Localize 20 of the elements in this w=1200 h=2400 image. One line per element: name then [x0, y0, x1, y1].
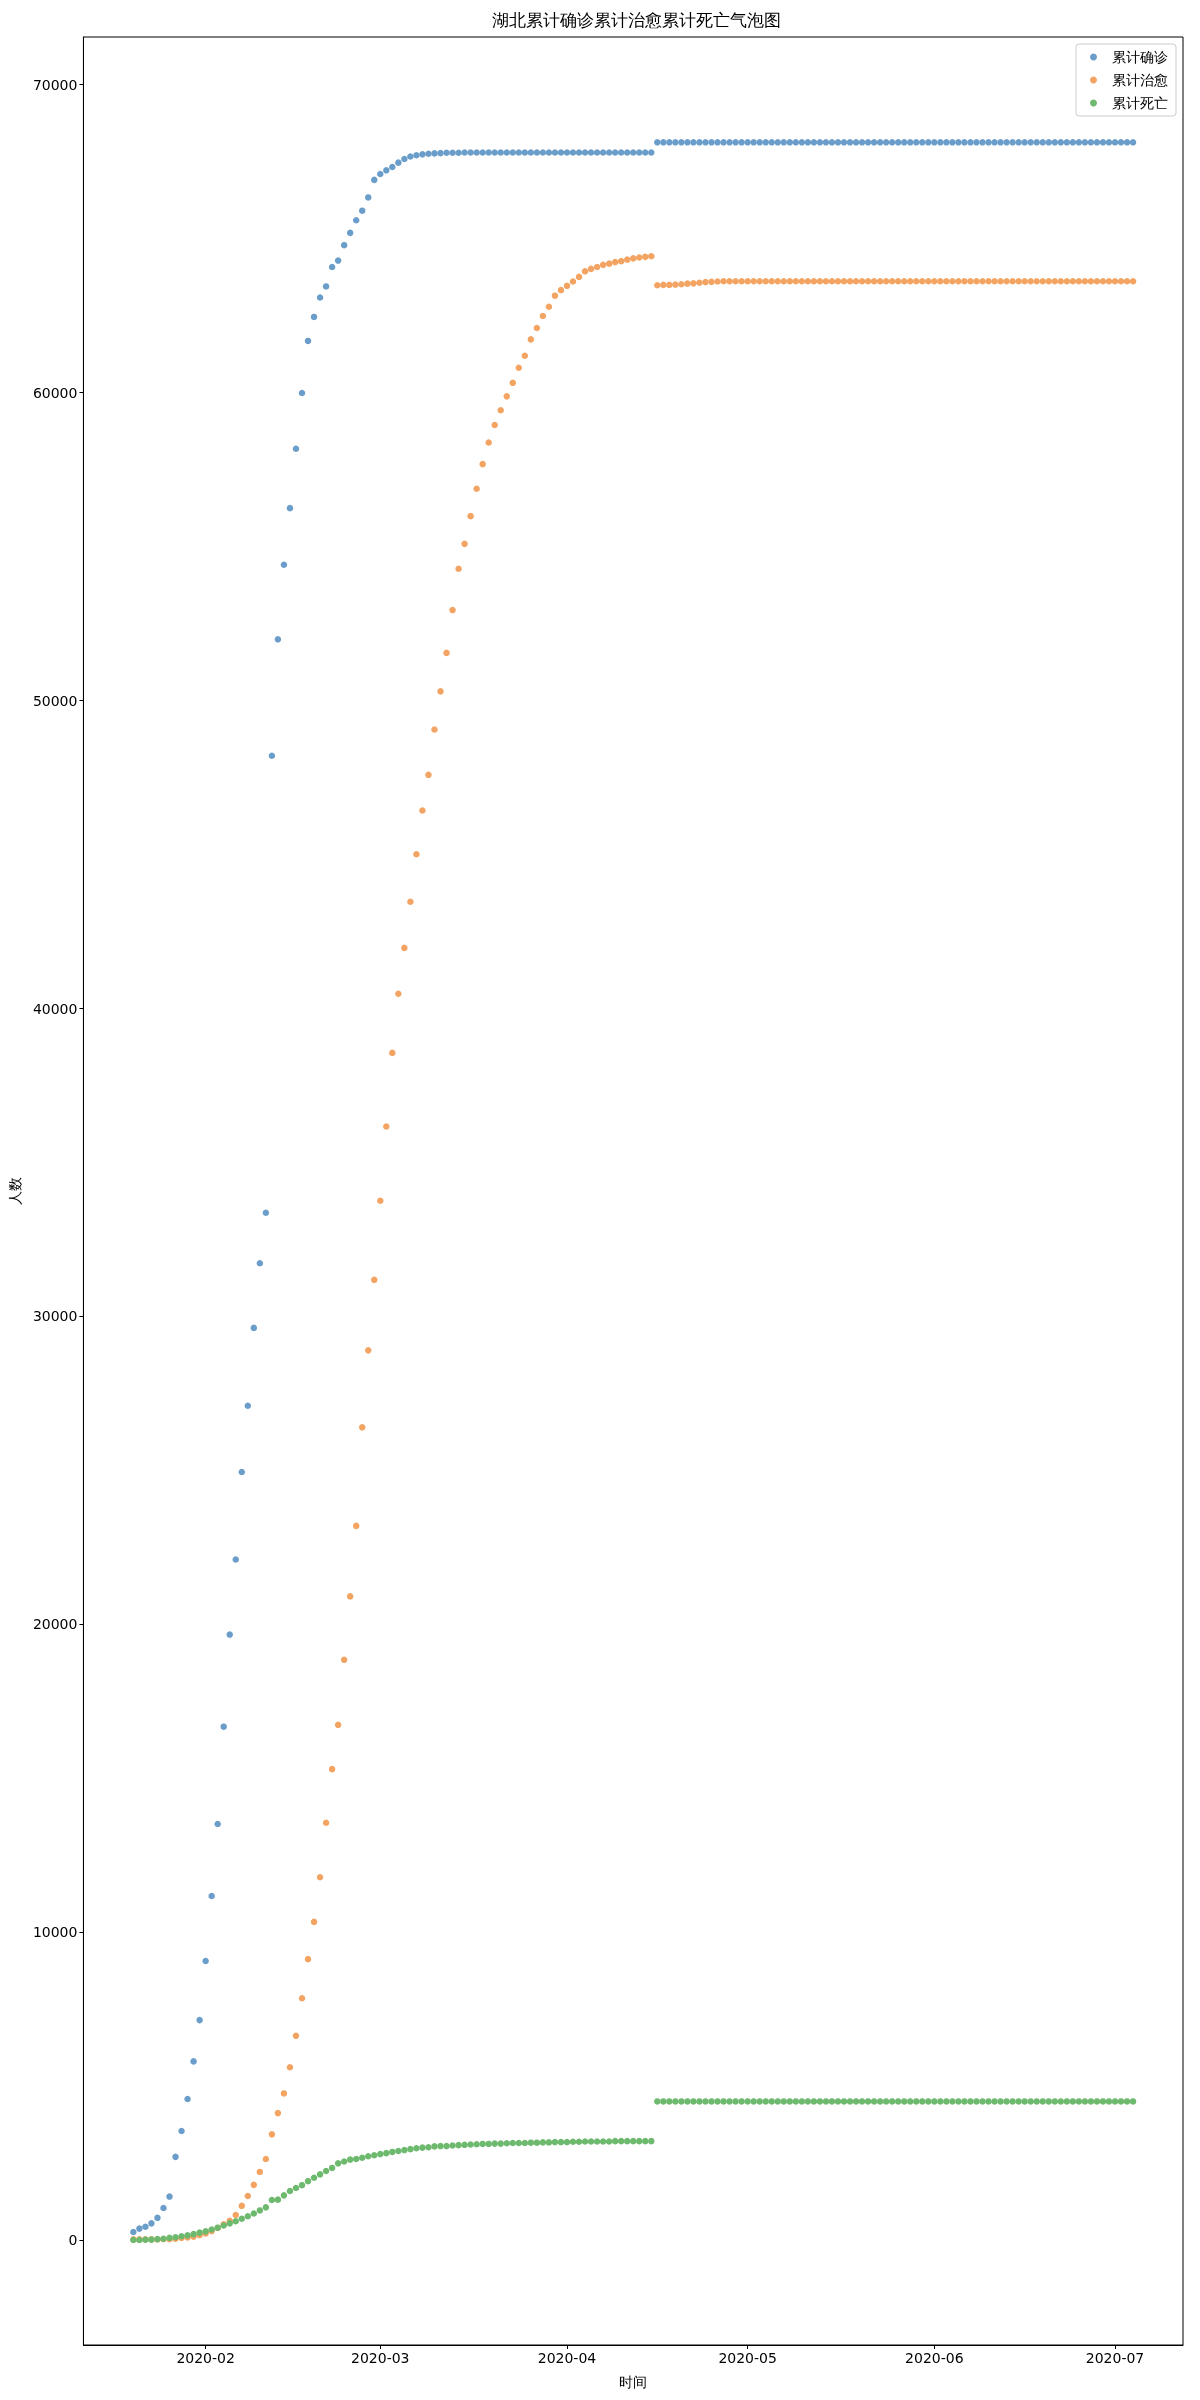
y-tick-label: 20000 — [32, 1616, 78, 1633]
x-tick-label: 2020-02 — [176, 2350, 235, 2366]
y-tick-label: 60000 — [32, 384, 78, 401]
legend-label: 累计确诊 — [1112, 49, 1168, 65]
x-axis-title: 时间 — [619, 2374, 648, 2390]
x-tick-label: 2020-05 — [718, 2350, 777, 2366]
chart-title: 湖北累计确诊累计治愈累计死亡气泡图 — [491, 9, 781, 30]
y-tick-label: 30000 — [32, 1308, 78, 1325]
y-tick-label: 0 — [68, 2232, 78, 2249]
y-axis-title: 人数 — [7, 1177, 23, 1205]
x-tick-label: 2020-06 — [905, 2350, 964, 2366]
y-tick-label: 40000 — [32, 1000, 78, 1017]
x-tick-label: 2020-03 — [351, 2350, 410, 2366]
x-tick-label: 2020-07 — [1085, 2350, 1145, 2366]
y-tick-label: 70000 — [32, 76, 78, 93]
y-tick-label: 50000 — [32, 692, 78, 709]
x-tick-label: 2020-04 — [537, 2350, 597, 2366]
y-tick-label: 10000 — [32, 1924, 78, 1941]
legend-label: 累计死亡 — [1112, 95, 1168, 111]
legend-label: 累计治愈 — [1112, 72, 1168, 88]
